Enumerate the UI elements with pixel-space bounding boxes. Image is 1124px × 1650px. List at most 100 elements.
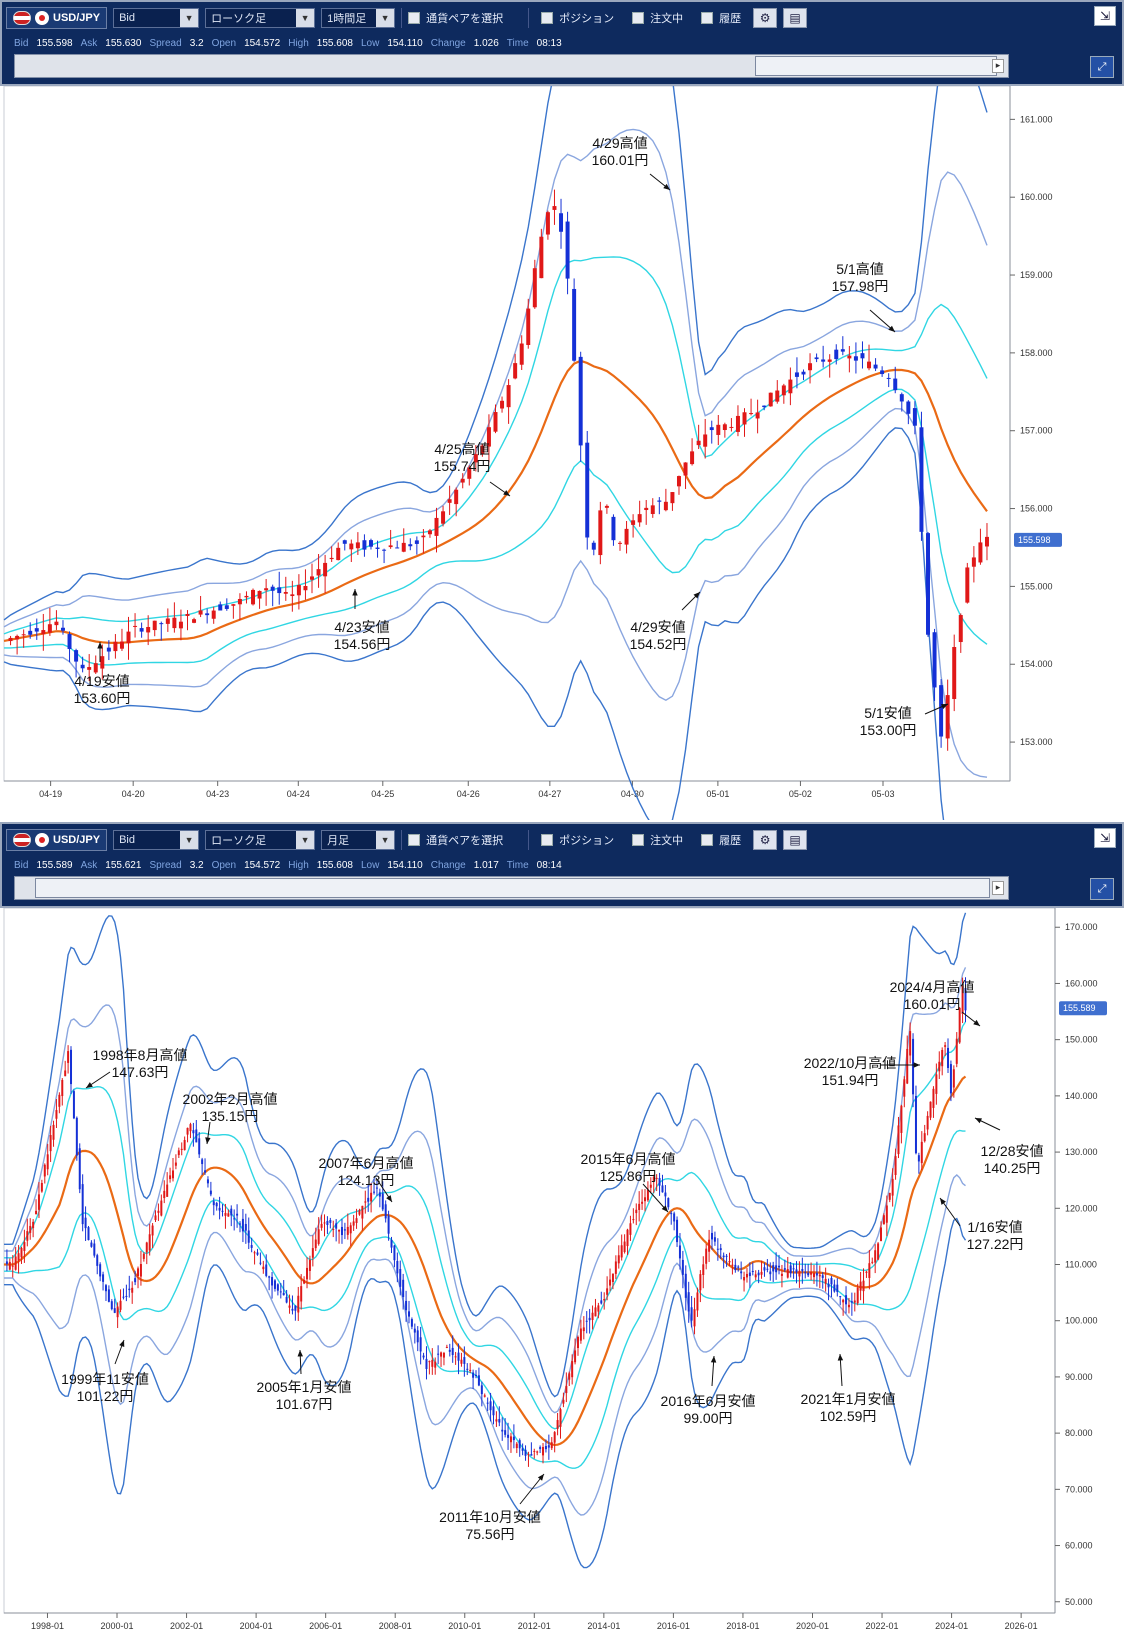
candle-body: [862, 1280, 865, 1292]
overview-scrollbar[interactable]: ▸: [14, 54, 1009, 78]
timeframe-select[interactable]: 1時間足 ▼: [321, 8, 396, 28]
candle-body: [971, 557, 976, 567]
candle-body: [926, 1115, 929, 1130]
annotation-title: 4/19安値: [74, 673, 129, 689]
annotation-value: 157.98円: [832, 278, 889, 294]
annotation-title: 2011年10月安値: [439, 1509, 541, 1525]
expand-button[interactable]: ⤢: [1090, 878, 1114, 900]
candle-body: [475, 1374, 478, 1376]
candle-body: [55, 1110, 58, 1119]
candle-body: [154, 1215, 157, 1221]
checkbox[interactable]: [408, 834, 421, 846]
candle-body: [914, 1095, 917, 1154]
candle-body: [467, 467, 472, 479]
candle-body: [801, 371, 806, 375]
candle-body: [935, 1074, 938, 1094]
currency-pair-button[interactable]: USD/JPY: [6, 7, 108, 29]
candle-body: [693, 1309, 696, 1327]
annotation-value: 75.56円: [465, 1526, 514, 1542]
candle-body: [768, 392, 773, 407]
collapse-button[interactable]: ⇲: [1094, 6, 1116, 26]
scroll-right-icon[interactable]: ▸: [992, 881, 1004, 895]
candle-body: [237, 598, 242, 605]
candle-body: [871, 1261, 874, 1263]
candle-body: [629, 1223, 632, 1235]
candle-body: [395, 547, 400, 549]
arrow-head-icon: [663, 183, 670, 190]
position-toggle[interactable]: ポジション: [535, 830, 620, 850]
candle-body: [952, 1069, 955, 1088]
candle-body: [434, 1361, 437, 1368]
currency-pair-button[interactable]: USD/JPY: [6, 829, 108, 851]
arrow-head-icon: [119, 1340, 125, 1347]
candle-body: [699, 1274, 702, 1291]
expand-button[interactable]: ⤢: [1090, 56, 1114, 78]
scrollbar-thumb[interactable]: [755, 56, 997, 76]
candle-body: [506, 385, 511, 408]
checkbox[interactable]: [408, 12, 421, 24]
timeframe-select[interactable]: 月足 ▼: [321, 830, 396, 850]
candle-body: [501, 1429, 504, 1432]
candle-body: [899, 394, 904, 402]
x-tick-label: 05-02: [789, 789, 812, 799]
chart-settings-button[interactable]: ⚙: [753, 8, 778, 28]
annotation-title: 2021年1月安値: [801, 1391, 896, 1407]
annotation-title: 2024/4月高値: [890, 979, 975, 995]
candle-body: [428, 1361, 431, 1363]
candle-body: [323, 562, 328, 577]
candle-body: [277, 587, 282, 594]
hourly-chart-panel: USD/JPY Bid ▼ ローソク足 ▼ 1時間足 ▼ 通貨ペアを選択 ポジション …: [0, 0, 1124, 820]
candle-body: [290, 594, 295, 597]
chart-type-select[interactable]: ローソク足 ▼: [205, 8, 316, 28]
y-tick-label: 90.000: [1065, 1372, 1093, 1382]
price-type-select[interactable]: Bid ▼: [113, 8, 200, 28]
candle-body: [853, 356, 858, 361]
candle-body: [676, 476, 681, 487]
candle-body: [300, 1286, 303, 1302]
annotation-value: 135.15円: [202, 1108, 259, 1124]
annotation-value: 102.59円: [820, 1408, 877, 1424]
candle-body: [316, 569, 321, 576]
candle-body: [958, 615, 963, 643]
layout-button[interactable]: ▤: [783, 830, 808, 850]
layout-button[interactable]: ▤: [783, 8, 808, 28]
pair-select-toggle[interactable]: 通貨ペアを選択: [401, 8, 530, 28]
y-tick-label: 150.000: [1065, 1035, 1098, 1045]
collapse-button[interactable]: ⇲: [1094, 828, 1116, 848]
candle-body: [748, 1272, 751, 1277]
order-toggle[interactable]: 注文中: [626, 8, 689, 28]
candle-body: [544, 1446, 547, 1450]
candle-body: [749, 413, 754, 415]
candle-body: [102, 1274, 105, 1282]
current-price-tag: [1059, 1001, 1107, 1016]
candle-body: [160, 1200, 163, 1216]
candle-body: [291, 1308, 294, 1311]
position-toggle[interactable]: ポジション: [535, 8, 620, 28]
price-type-select[interactable]: Bid ▼: [113, 830, 200, 850]
annotation-title: 1/16安値: [967, 1219, 1022, 1235]
history-toggle[interactable]: 履歴: [695, 830, 747, 850]
pair-select-toggle[interactable]: 通貨ペアを選択: [401, 830, 530, 850]
candle-body: [320, 1223, 323, 1228]
candle-body: [944, 1045, 947, 1047]
candle-body: [495, 1419, 498, 1422]
annotation-title: 1999年11安値: [61, 1371, 149, 1387]
hourly-candlestick-chart[interactable]: 153.000 154.000 155.000 156.000 157.000 158.0…: [0, 86, 1124, 820]
candle-body: [457, 1352, 460, 1361]
candle-body: [643, 1197, 646, 1202]
overview-scrollbar[interactable]: ▸: [14, 876, 1009, 900]
scrollbar-thumb[interactable]: [35, 878, 990, 898]
order-toggle[interactable]: 注文中: [626, 830, 689, 850]
history-toggle[interactable]: 履歴: [695, 8, 747, 28]
chart-type-select[interactable]: ローソク足 ▼: [205, 830, 316, 850]
candle-body: [827, 359, 832, 362]
candle-body: [658, 1178, 661, 1186]
annotation-value: 99.00円: [683, 1410, 732, 1426]
candle-body: [460, 478, 465, 483]
chart-settings-button[interactable]: ⚙: [753, 830, 778, 850]
candle-body: [283, 591, 288, 594]
monthly-candlestick-chart[interactable]: 50.000 60.000 70.000 80.000 90.000 100.000 110…: [0, 908, 1124, 1650]
scroll-right-icon[interactable]: ▸: [992, 59, 1004, 73]
candle-body: [830, 1277, 833, 1285]
candle-body: [332, 1229, 335, 1231]
